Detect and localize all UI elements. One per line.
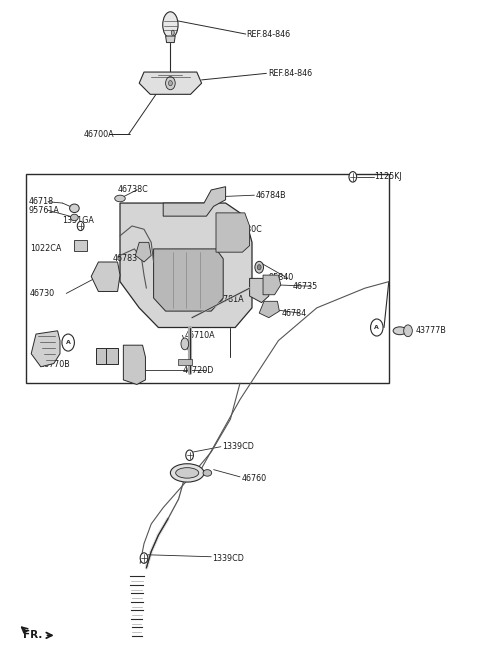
Circle shape: [168, 81, 172, 86]
Text: 1339CD: 1339CD: [213, 554, 244, 563]
Text: 46738C: 46738C: [118, 185, 148, 194]
Circle shape: [257, 265, 261, 270]
Text: 46770B: 46770B: [39, 360, 70, 369]
Polygon shape: [139, 72, 202, 94]
FancyBboxPatch shape: [106, 348, 118, 364]
Polygon shape: [250, 278, 269, 303]
Circle shape: [349, 172, 357, 182]
Polygon shape: [91, 262, 120, 291]
Polygon shape: [178, 359, 192, 365]
Text: 46784: 46784: [281, 309, 306, 318]
Circle shape: [186, 450, 193, 460]
Ellipse shape: [170, 464, 204, 482]
Ellipse shape: [115, 195, 125, 202]
Text: 95761A: 95761A: [29, 206, 60, 215]
Circle shape: [255, 261, 264, 273]
Text: A: A: [374, 325, 379, 330]
Ellipse shape: [163, 12, 178, 38]
Circle shape: [62, 334, 74, 351]
Polygon shape: [259, 301, 279, 318]
Text: 95840: 95840: [269, 273, 294, 282]
Ellipse shape: [71, 214, 78, 221]
Text: REF.84-846: REF.84-846: [268, 69, 312, 78]
Text: 1125KJ: 1125KJ: [374, 172, 402, 181]
Circle shape: [371, 319, 383, 336]
Polygon shape: [120, 203, 252, 328]
Text: 1022CA: 1022CA: [30, 244, 61, 253]
Polygon shape: [163, 187, 226, 216]
Text: 1351GA: 1351GA: [62, 216, 94, 225]
Text: 46781A: 46781A: [214, 295, 244, 304]
FancyBboxPatch shape: [74, 240, 87, 251]
Circle shape: [166, 77, 175, 90]
Ellipse shape: [176, 468, 199, 478]
Polygon shape: [154, 249, 223, 311]
Ellipse shape: [181, 338, 189, 350]
Text: 43777B: 43777B: [415, 326, 446, 335]
Polygon shape: [123, 345, 145, 384]
Polygon shape: [135, 242, 151, 262]
Text: 46784B: 46784B: [256, 191, 287, 200]
Circle shape: [140, 553, 148, 563]
Text: 46710A: 46710A: [185, 331, 216, 340]
Text: 46760: 46760: [241, 474, 266, 483]
Text: 46780C: 46780C: [232, 225, 263, 234]
Text: REF.84-846: REF.84-846: [247, 29, 291, 39]
Polygon shape: [263, 275, 281, 295]
Text: 46700A: 46700A: [84, 130, 115, 139]
FancyBboxPatch shape: [96, 348, 108, 364]
Text: 1339CD: 1339CD: [222, 442, 253, 451]
Text: A: A: [66, 340, 71, 345]
Text: 46720D: 46720D: [182, 365, 214, 375]
Polygon shape: [31, 331, 60, 367]
Polygon shape: [166, 36, 175, 43]
Text: 46783: 46783: [113, 254, 138, 263]
Ellipse shape: [203, 470, 212, 476]
Circle shape: [404, 325, 412, 337]
Text: 46718: 46718: [29, 197, 54, 206]
Text: 46735: 46735: [293, 282, 318, 291]
Ellipse shape: [70, 204, 79, 212]
Polygon shape: [216, 213, 250, 252]
Circle shape: [77, 221, 84, 231]
Text: FR.: FR.: [23, 630, 42, 641]
Text: 46730: 46730: [30, 289, 55, 298]
Ellipse shape: [393, 327, 407, 335]
Ellipse shape: [171, 30, 174, 35]
